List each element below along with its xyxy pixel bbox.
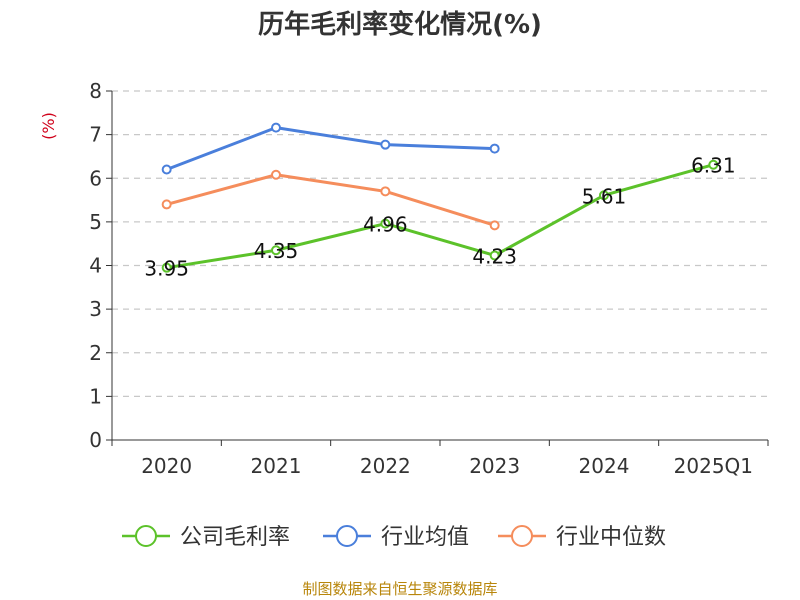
data-point	[708, 159, 719, 170]
data-point	[380, 186, 391, 197]
data-label: 4.96	[363, 213, 408, 237]
data-point	[161, 262, 172, 273]
series-line	[166, 163, 714, 270]
y-axis-label: (%)	[39, 112, 58, 140]
x-tick-label: 2022	[360, 454, 411, 478]
y-tick-label: 3	[89, 297, 102, 321]
legend-label: 行业均值	[381, 525, 469, 550]
legend-label: 行业中位数	[556, 525, 666, 550]
data-point	[489, 220, 500, 231]
x-tick-label: 2024	[579, 454, 630, 478]
data-point	[489, 143, 500, 154]
series-line	[166, 173, 496, 227]
chart-title: 历年毛利率变化情况(%)	[258, 9, 542, 40]
y-tick-label: 7	[89, 123, 102, 147]
data-label: 4.35	[254, 239, 299, 263]
data-point	[599, 190, 609, 201]
series-2	[161, 169, 500, 231]
y-tick-label: 6	[89, 166, 102, 190]
y-tick-label: 2	[89, 341, 102, 365]
series-line	[166, 126, 495, 171]
series-0: 3.95 4.35 4.96 4.23 5.61 6.31	[144, 154, 735, 281]
legend-marker	[135, 525, 157, 547]
data-label: 3.95	[144, 257, 189, 281]
x-tick-label: 2021	[251, 454, 302, 478]
legend-label: 公司毛利率	[180, 525, 290, 550]
data-point	[161, 199, 172, 210]
legend-marker	[336, 525, 358, 547]
series-1	[161, 122, 500, 175]
legend-item-2[interactable]: 行业中位数	[498, 525, 666, 550]
data-point	[489, 250, 500, 261]
x-tick-label: 2023	[469, 454, 520, 478]
data-point	[380, 218, 391, 229]
source-note: 制图数据来自恒生聚源数据库	[302, 580, 497, 598]
y-tick-label: 0	[89, 428, 102, 452]
series-group: 3.95 4.35 4.96 4.23 5.61 6.31	[144, 122, 736, 281]
data-point	[380, 139, 391, 150]
data-point	[271, 169, 281, 180]
legend-marker	[511, 525, 533, 547]
x-tick-label: 2020	[141, 454, 192, 478]
legend-item-1[interactable]: 行业均值	[323, 525, 469, 550]
data-point	[161, 164, 172, 175]
y-tick-label: 4	[89, 254, 102, 278]
axes: 0 1 2 3 4 5 6 7 8 2020 2021 2022 2023 2024 2025Q1	[89, 79, 769, 478]
data-label: 4.23	[472, 244, 517, 268]
legend[interactable]: 公司毛利率 行业均值 行业中位数	[122, 525, 666, 550]
y-tick-label: 8	[89, 79, 102, 103]
data-label: 6.31	[691, 154, 736, 178]
y-tick-label: 5	[89, 210, 102, 234]
grid-lines	[112, 90, 768, 397]
x-tick-label: 2025Q1	[674, 454, 753, 478]
data-point	[271, 245, 281, 256]
y-tick-label: 1	[89, 384, 102, 408]
legend-item-0[interactable]: 公司毛利率	[122, 525, 290, 550]
data-label: 5.61	[582, 184, 627, 208]
data-point	[271, 122, 281, 133]
